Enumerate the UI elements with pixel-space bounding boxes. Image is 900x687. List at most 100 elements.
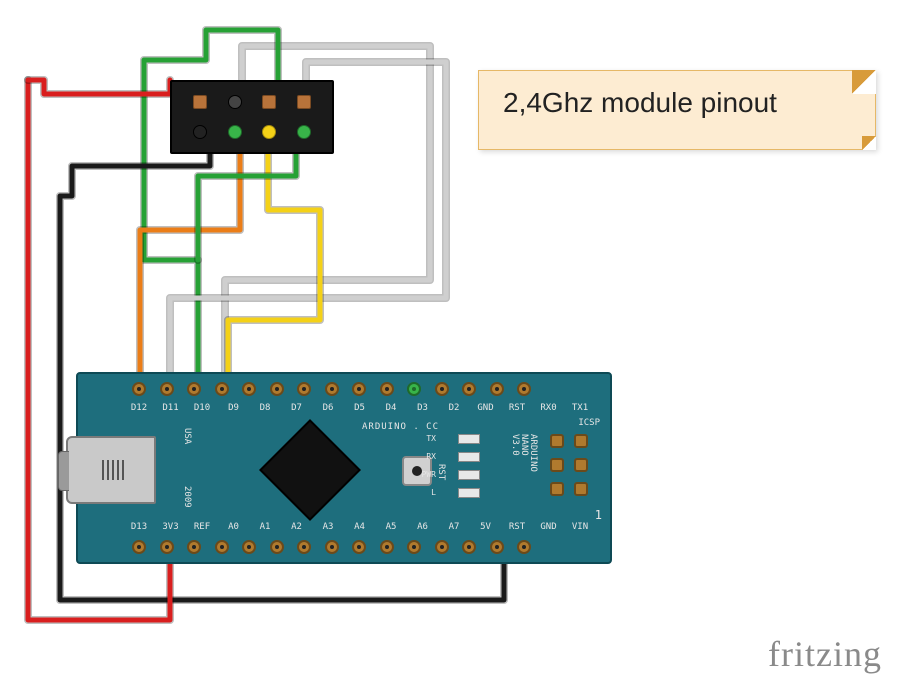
led-tx <box>458 434 480 444</box>
module-pin-row-top <box>172 90 332 114</box>
module-pad-bot-2 <box>262 125 276 139</box>
pin-a0 <box>215 540 229 554</box>
pin-label-d8: D8 <box>256 404 274 413</box>
led-label-pwr: PWR <box>422 470 436 479</box>
pin-label-rx0: RX0 <box>540 404 558 413</box>
pin-d10 <box>187 382 201 396</box>
pin-label-d12: D12 <box>130 404 148 413</box>
wire-yellow-d9 <box>228 146 320 384</box>
pin-gnd <box>435 382 449 396</box>
pin-a5 <box>352 540 366 554</box>
pin-label-a4: A4 <box>351 523 369 532</box>
board-pin-labels-bottom: D133V3REFA0A1A2A3A4A5A6A75VRSTGNDVIN <box>130 523 589 532</box>
pin-d6 <box>297 382 311 396</box>
board-pin-labels-top: D12D11D10D9D8D7D6D5D4D3D2GNDRSTRX0TX1 <box>130 404 589 413</box>
pin-d8 <box>242 382 256 396</box>
board-text-one: 1 <box>595 508 602 522</box>
icsp-pad-4 <box>550 482 564 496</box>
led-label-rx: RX <box>426 452 436 461</box>
pin-a4 <box>325 540 339 554</box>
note-label: 2,4Ghz module pinout <box>478 70 876 150</box>
pin-rst <box>462 382 476 396</box>
pin-label-d4: D4 <box>382 404 400 413</box>
pin-label-a0: A0 <box>225 523 243 532</box>
pin-label-rst: RST <box>508 523 526 532</box>
led-pwr <box>458 470 480 480</box>
pin-label-vin: VIN <box>571 523 589 532</box>
pin-label-a6: A6 <box>414 523 432 532</box>
pin-vin <box>517 540 531 554</box>
pin-a6 <box>380 540 394 554</box>
board-pin-row-top <box>132 382 531 396</box>
note-dogear-icon <box>862 136 876 150</box>
module-pad-top-0 <box>193 95 207 109</box>
icsp-pad-5 <box>574 482 588 496</box>
rf-module <box>170 80 334 154</box>
module-pad-bot-3 <box>297 125 311 139</box>
wire-orange-d12 <box>140 146 240 384</box>
pin-label-a5: A5 <box>382 523 400 532</box>
led-label-tx: TX <box>426 434 436 443</box>
pin-a3 <box>297 540 311 554</box>
pin-label-d10: D10 <box>193 404 211 413</box>
pin-5v <box>435 540 449 554</box>
pin-gnd <box>490 540 504 554</box>
pin-label-3v3: 3V3 <box>162 523 180 532</box>
pin-label-a2: A2 <box>288 523 306 532</box>
icsp-pad-1 <box>574 434 588 448</box>
wire-green-link <box>198 146 296 260</box>
pin-label-a1: A1 <box>256 523 274 532</box>
pin-label-d11: D11 <box>162 404 180 413</box>
icsp-pad-0 <box>550 434 564 448</box>
pin-label-d3: D3 <box>414 404 432 413</box>
pin-label-d13: D13 <box>130 523 148 532</box>
module-pad-top-2 <box>262 95 276 109</box>
led-l <box>458 488 480 498</box>
board-text-arduino-cc: ARDUINO . CC <box>362 422 439 432</box>
board-text-year: 2009 <box>182 486 191 508</box>
arduino-nano-board: D12D11D10D9D8D7D6D5D4D3D2GNDRSTRX0TX1 D1… <box>76 372 612 564</box>
board-pin-row-bottom <box>132 540 531 554</box>
pin-d2 <box>407 382 421 396</box>
pin-d12 <box>132 382 146 396</box>
pin-d9 <box>215 382 229 396</box>
pin-label-d7: D7 <box>288 404 306 413</box>
pin-d3 <box>380 382 394 396</box>
icsp-pad-3 <box>574 458 588 472</box>
diagram-canvas: 2,4Ghz module pinout D12D11D10D9D8D7D6D5… <box>0 0 900 687</box>
led-label-l: L <box>431 488 436 497</box>
pin-label-d6: D6 <box>319 404 337 413</box>
led-rx <box>458 452 480 462</box>
pin-a7 <box>407 540 421 554</box>
pin-d13 <box>132 540 146 554</box>
module-pad-bot-0 <box>193 125 207 139</box>
pin-label-rst: RST <box>508 404 526 413</box>
pin-label-ref: REF <box>193 523 211 532</box>
usb-connector <box>66 436 156 504</box>
pin-label-tx1: TX1 <box>571 404 589 413</box>
pin-label-gnd: GND <box>477 404 495 413</box>
pin-ref <box>187 540 201 554</box>
pin-tx1 <box>517 382 531 396</box>
pin-label-5v: 5V <box>477 523 495 532</box>
mcu-chip <box>259 419 361 521</box>
pin-d11 <box>160 382 174 396</box>
board-text-usa: USA <box>182 428 191 444</box>
pin-rst <box>462 540 476 554</box>
pin-label-d5: D5 <box>351 404 369 413</box>
pin-d5 <box>325 382 339 396</box>
pin-d4 <box>352 382 366 396</box>
icsp-pad-2 <box>550 458 564 472</box>
pin-3v3 <box>160 540 174 554</box>
fritzing-logo: fritzing <box>768 633 882 675</box>
pin-label-a3: A3 <box>319 523 337 532</box>
usb-ridges-icon <box>102 460 126 479</box>
pin-d7 <box>270 382 284 396</box>
board-text-rst: RST <box>436 464 445 480</box>
module-pad-top-3 <box>297 95 311 109</box>
note-text: 2,4Ghz module pinout <box>503 87 777 118</box>
board-led-column <box>458 434 480 498</box>
board-text-icsp: ICSP <box>578 418 600 428</box>
board-text-nano: ARDUINO NANO V3.0 <box>510 434 537 472</box>
pin-label-d2: D2 <box>445 404 463 413</box>
